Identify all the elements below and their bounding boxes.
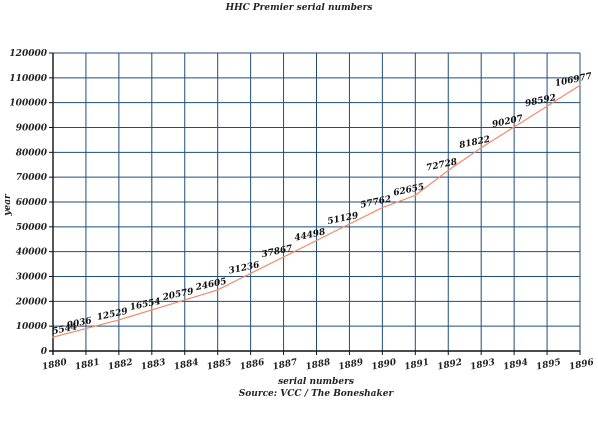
x-tick-label: 1881 xyxy=(74,358,101,373)
x-tick-label: 1882 xyxy=(107,358,134,373)
y-tick-label: 10000 xyxy=(16,322,48,332)
x-tick-label: 1896 xyxy=(568,357,595,372)
data-label: 20579 xyxy=(161,287,195,304)
data-point xyxy=(381,206,384,209)
y-tick-label: 70000 xyxy=(16,173,48,183)
x-tick-label: 1884 xyxy=(173,358,200,373)
x-tick-label: 1888 xyxy=(305,357,332,372)
data-label: 44498 xyxy=(294,227,327,243)
data-label: 12529 xyxy=(96,307,129,323)
data-point xyxy=(282,256,285,258)
data-point xyxy=(151,309,153,311)
y-tick-labels: 0 10000 20000 30000 40000 50000 60000 70000 8000… xyxy=(9,49,47,357)
data-point xyxy=(480,147,482,149)
data-label: 24605 xyxy=(194,277,228,293)
x-tick-label: 1894 xyxy=(502,358,529,373)
x-tick-label: 1880 xyxy=(41,357,68,372)
axes xyxy=(49,52,581,355)
data-label: 57762 xyxy=(360,194,393,210)
y-tick-label: 40000 xyxy=(16,248,48,258)
data-labels: 5544903612529165542057924605312363786744… xyxy=(52,71,594,339)
data-label: 62655 xyxy=(393,182,426,198)
data-point xyxy=(414,194,417,197)
data-point xyxy=(315,239,318,242)
y-tick-label: 0 xyxy=(41,347,48,357)
data-label: 98592 xyxy=(524,93,557,109)
data-point xyxy=(447,169,450,172)
data-point xyxy=(118,319,120,321)
data-point xyxy=(249,272,252,275)
y-tick-label: 50000 xyxy=(16,223,48,233)
y-tick-label: 90000 xyxy=(16,124,48,134)
data-label: 37867 xyxy=(261,244,294,260)
y-tick-label: 100000 xyxy=(9,99,47,109)
data-point xyxy=(216,289,219,291)
y-tick-label: 60000 xyxy=(16,198,48,208)
x-tick-label: 1885 xyxy=(206,358,233,373)
data-point xyxy=(183,299,186,301)
data-point xyxy=(52,336,54,339)
x-tick-label: 1887 xyxy=(272,357,299,372)
x-tick-labels: 1880 1881 1882 1883 1884 1885 1886 1887 1888 1889… xyxy=(41,357,595,372)
data-label: 9036 xyxy=(66,316,93,331)
x-tick-label: 1895 xyxy=(535,358,562,373)
y-tick-label: 30000 xyxy=(16,273,48,283)
y-axis-label: year xyxy=(3,193,13,217)
data-point xyxy=(85,327,87,330)
data-label: 106977 xyxy=(554,71,594,89)
data-point xyxy=(579,84,581,87)
data-label: 72728 xyxy=(425,157,458,173)
y-tick-label: 120000 xyxy=(9,49,47,59)
y-tick-label: 110000 xyxy=(9,74,47,84)
x-tick-label: 1886 xyxy=(239,357,266,372)
chart-title: HHC Premier serial numbers xyxy=(225,3,373,13)
data-label: 31236 xyxy=(228,260,261,276)
y-tick-label: 80000 xyxy=(16,148,48,158)
x-tick-label: 1893 xyxy=(469,358,496,373)
chart-source: Source: VCC / The Boneshaker xyxy=(239,389,395,399)
x-tick-label: 1890 xyxy=(371,357,398,372)
data-point xyxy=(546,105,548,107)
data-label: 81822 xyxy=(458,135,491,151)
data-point xyxy=(513,126,515,128)
data-label: 51129 xyxy=(327,211,360,227)
y-tick-label: 20000 xyxy=(15,297,48,307)
x-tick-label: 1883 xyxy=(140,358,167,373)
x-tick-label: 1889 xyxy=(338,357,365,372)
data-point xyxy=(348,223,351,225)
x-axis-label: serial numbers xyxy=(278,377,354,387)
x-tick-label: 1892 xyxy=(437,358,464,373)
data-label: 16554 xyxy=(129,297,162,313)
x-tick-label: 1891 xyxy=(404,358,431,373)
